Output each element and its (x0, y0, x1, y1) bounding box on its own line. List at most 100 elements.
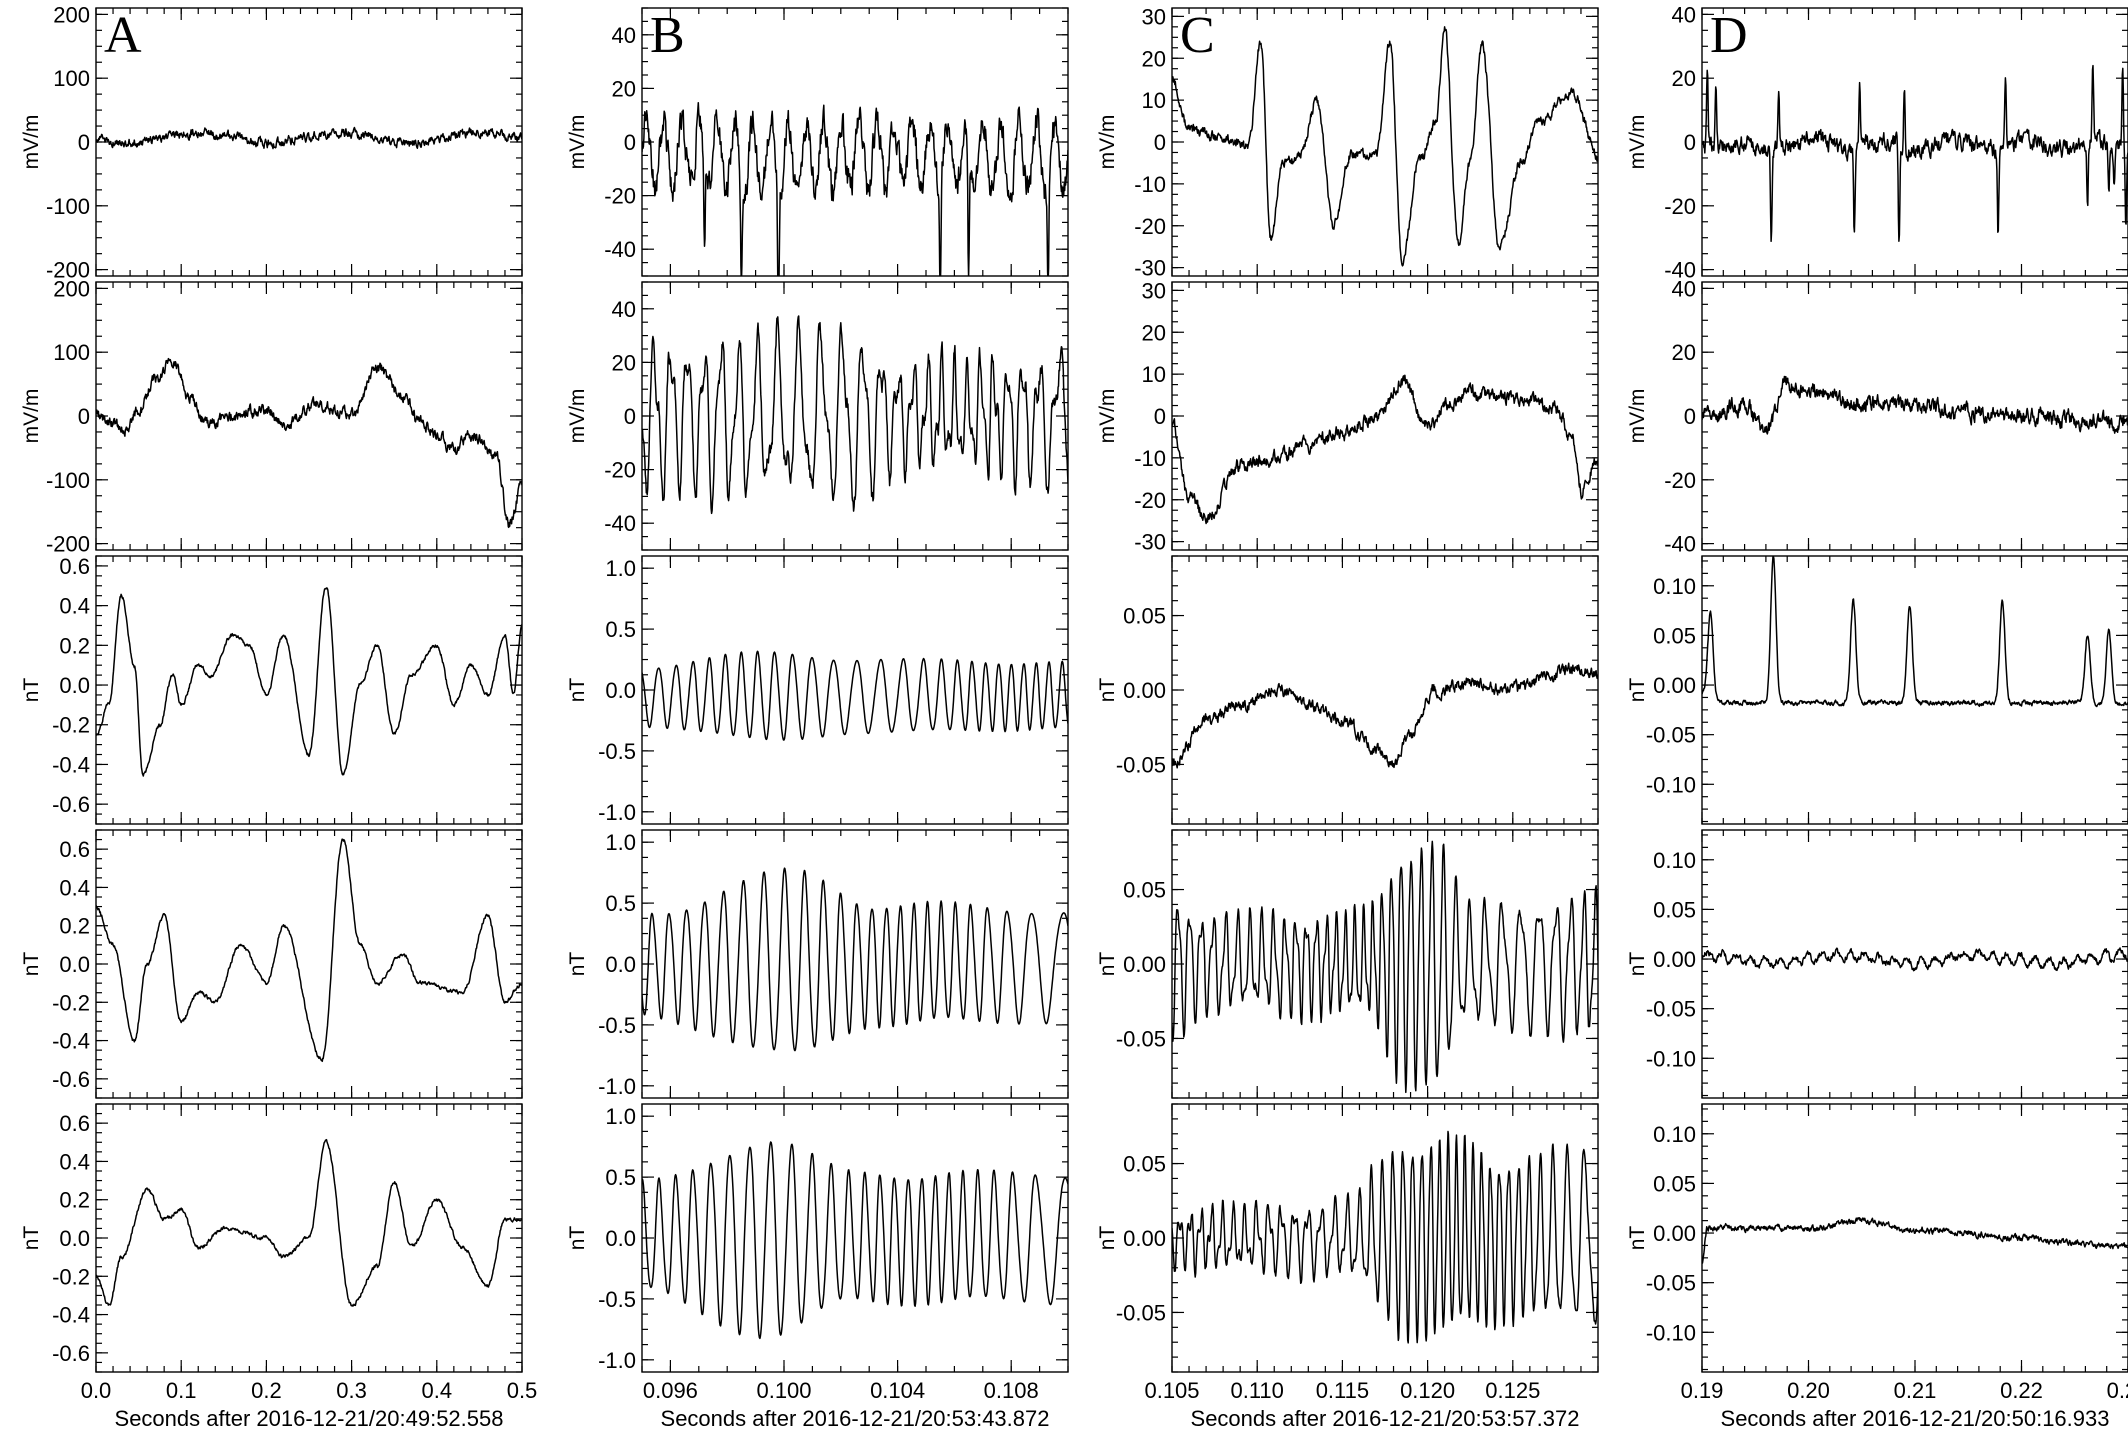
xtick-label-col-c: 0.125 (1485, 1378, 1540, 1403)
ytick-label-col-c-row-2: 20 (1142, 320, 1166, 345)
ytick-label-col-d-row-1: 20 (1672, 66, 1696, 91)
ytick-label-col-a-row-2: 100 (53, 340, 90, 365)
xtick-label-col-a: 0.1 (166, 1378, 197, 1403)
ytick-label-col-c-row-4: 0.00 (1123, 952, 1166, 977)
xtick-label-col-b: 0.108 (984, 1378, 1039, 1403)
ytick-label-col-d-row-5: 0.00 (1653, 1221, 1696, 1246)
xtick-label-col-d: 0.21 (1894, 1378, 1937, 1403)
ytick-label-col-c-row-1: -30 (1134, 256, 1166, 281)
ytick-label-col-c-row-1: -10 (1134, 172, 1166, 197)
trace-col-c-row-2 (1172, 374, 1598, 525)
xtick-label-col-a: 0.2 (251, 1378, 282, 1403)
ytick-label-col-b-row-5: -1.0 (598, 1348, 636, 1373)
ytick-label-col-a-row-5: -0.6 (52, 1341, 90, 1366)
ytick-label-col-a-row-1: -100 (46, 194, 90, 219)
ytick-label-col-c-row-1: 0 (1154, 130, 1166, 155)
xtick-label-col-c: 0.110 (1230, 1378, 1283, 1403)
xlabel-col-d: Seconds after 2016-12-21/20:50:16.933 (1721, 1406, 2110, 1431)
ytick-label-col-c-row-3: 0.05 (1123, 604, 1166, 629)
xtick-label-col-d: 0.22 (2000, 1378, 2043, 1403)
trace-col-d-row-2 (1702, 375, 2128, 435)
ylabel-col-a-row-4: nT (20, 952, 43, 977)
ylabel-col-d-row-3: nT (1626, 678, 1649, 703)
frame-col-a-row-2 (95, 281, 523, 551)
ytick-label-col-d-row-4: 0.10 (1653, 848, 1696, 873)
ytick-label-col-b-row-3: 0.5 (605, 617, 636, 642)
ytick-label-col-d-row-5: -0.05 (1646, 1271, 1696, 1296)
ytick-label-col-d-row-1: -20 (1664, 194, 1696, 219)
ylabel-col-c-row-3: nT (1096, 678, 1119, 703)
ytick-label-col-b-row-5: 0.0 (605, 1226, 636, 1251)
xtick-label-col-b: 0.104 (870, 1378, 925, 1403)
ytick-label-col-d-row-4: -0.05 (1646, 997, 1696, 1022)
frame-col-a-row-5 (95, 1103, 523, 1373)
ytick-label-col-b-row-3: 1.0 (605, 556, 636, 581)
ylabel-col-b-row-1: mV/m (566, 115, 589, 170)
frame-col-b-row-4 (641, 829, 1069, 1099)
ylabel-col-c-row-4: nT (1096, 952, 1119, 977)
xtick-label-col-b: 0.096 (643, 1378, 698, 1403)
ytick-label-col-b-row-4: 1.0 (605, 830, 636, 855)
ytick-label-col-c-row-1: 30 (1142, 4, 1166, 29)
ytick-label-col-a-row-2: 0 (78, 404, 90, 429)
ylabel-col-b-row-5: nT (566, 1226, 589, 1251)
ylabel-col-b-row-3: nT (566, 678, 589, 703)
xlabel-col-b: Seconds after 2016-12-21/20:53:43.872 (661, 1406, 1050, 1431)
trace-col-a-row-2 (96, 357, 522, 529)
ytick-label-col-d-row-2: -40 (1664, 532, 1696, 557)
xtick-label-col-d: 0.23 (2107, 1378, 2128, 1403)
ytick-label-col-b-row-5: 1.0 (605, 1104, 636, 1129)
ytick-label-col-a-row-4: 0.4 (59, 875, 90, 900)
ylabel-col-d-row-4: nT (1626, 952, 1649, 977)
ytick-label-col-a-row-5: 0.2 (59, 1188, 90, 1213)
ytick-label-col-c-row-5: 0.00 (1123, 1226, 1166, 1251)
trace-col-d-row-1 (1702, 64, 2128, 243)
ytick-label-col-a-row-4: -0.6 (52, 1067, 90, 1092)
trace-col-c-row-1 (1172, 26, 1598, 267)
frame-col-c-row-3 (1171, 555, 1599, 825)
ytick-label-col-c-row-1: -20 (1134, 214, 1166, 239)
ytick-label-col-a-row-1: 200 (53, 2, 90, 27)
ytick-label-col-b-row-2: -20 (604, 458, 636, 483)
ytick-label-col-d-row-4: 0.00 (1653, 947, 1696, 972)
ytick-label-col-b-row-3: -0.5 (598, 739, 636, 764)
ytick-label-col-a-row-3: -0.6 (52, 792, 90, 817)
trace-col-b-row-5 (642, 1141, 1068, 1340)
ylabel-col-c-row-5: nT (1096, 1226, 1119, 1251)
ylabel-col-a-row-2: mV/m (20, 389, 43, 444)
frame-col-d-row-4 (1701, 829, 2128, 1099)
xlabel-col-c: Seconds after 2016-12-21/20:53:57.372 (1191, 1406, 1580, 1431)
panel-letter-d: D (1710, 7, 1748, 64)
ytick-label-col-a-row-5: -0.4 (52, 1303, 90, 1328)
trace-col-b-row-4 (642, 867, 1068, 1052)
ytick-label-col-a-row-2: -100 (46, 468, 90, 493)
ylabel-col-a-row-3: nT (20, 678, 43, 703)
frame-col-a-row-1 (95, 7, 523, 277)
ytick-label-col-d-row-5: -0.10 (1646, 1320, 1696, 1345)
ytick-label-col-b-row-2: -40 (604, 511, 636, 536)
panel-letter-c: C (1180, 7, 1215, 64)
xtick-label-col-c: 0.120 (1400, 1378, 1455, 1403)
trace-col-a-row-1 (96, 126, 522, 150)
frame-col-d-row-5 (1701, 1103, 2128, 1373)
ytick-label-col-d-row-3: -0.10 (1646, 772, 1696, 797)
ytick-label-col-a-row-5: 0.6 (59, 1111, 90, 1136)
xtick-label-col-a: 0.4 (422, 1378, 453, 1403)
xtick-label-col-d: 0.19 (1681, 1378, 1724, 1403)
ylabel-col-b-row-4: nT (566, 952, 589, 977)
xtick-label-col-a: 0.5 (507, 1378, 538, 1403)
frame-col-c-row-2 (1171, 281, 1599, 551)
ytick-label-col-d-row-1: -40 (1664, 258, 1696, 283)
ytick-label-col-c-row-5: 0.05 (1123, 1152, 1166, 1177)
xtick-label-col-c: 0.105 (1144, 1378, 1199, 1403)
frame-col-a-row-4 (95, 829, 523, 1099)
ytick-label-col-a-row-5: 0.4 (59, 1149, 90, 1174)
trace-col-b-row-1 (642, 101, 1068, 276)
ytick-label-col-b-row-1: -40 (604, 237, 636, 262)
ytick-label-col-c-row-4: -0.05 (1116, 1026, 1166, 1051)
ytick-label-col-d-row-1: 0 (1684, 130, 1696, 155)
ytick-label-col-d-row-3: 0.10 (1653, 574, 1696, 599)
ytick-label-col-a-row-4: 0.2 (59, 914, 90, 939)
ytick-label-col-a-row-3: 0.0 (59, 673, 90, 698)
